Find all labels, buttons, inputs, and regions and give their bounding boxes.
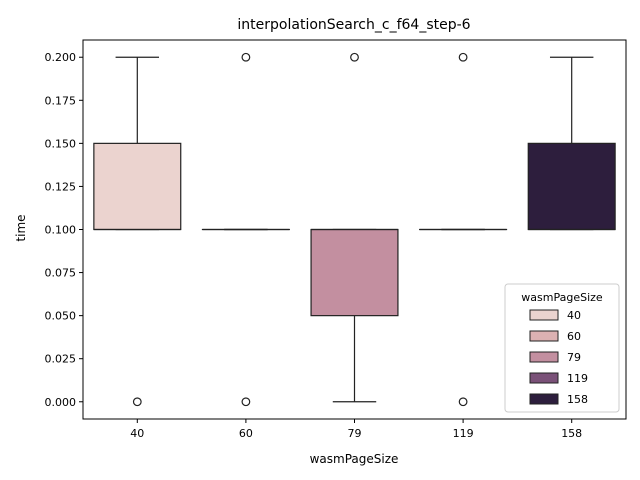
legend-label: 119 (567, 372, 588, 385)
legend-item-158: 158 (529, 393, 588, 406)
legend-item-79: 79 (529, 351, 581, 364)
box-group-158 (527, 56, 616, 231)
x-tick-label: 79 (348, 427, 362, 440)
x-tick-label: 40 (130, 427, 144, 440)
legend-label: 40 (567, 309, 581, 322)
box-40 (93, 142, 182, 231)
y-tick-label: 0.100 (45, 224, 77, 237)
x-tick-label: 119 (453, 427, 474, 440)
axes: 0.000 0.025 0.050 0.075 0.100 0.125 0.150 0.175… (45, 39, 627, 440)
outlier-point (350, 52, 359, 62)
box-group-60 (201, 52, 290, 407)
x-tick-label: 158 (561, 427, 582, 440)
y-tick-label: 0.050 (45, 310, 77, 323)
y-tick-label: 0.000 (45, 396, 77, 409)
outlier-point (458, 52, 468, 62)
y-tick-label: 0.075 (45, 267, 77, 280)
legend-item-40: 40 (529, 309, 581, 322)
legend-swatch (529, 372, 559, 384)
box-group-79 (310, 52, 399, 403)
legend-swatch (529, 309, 559, 321)
chart-title: interpolationSearch_c_f64_step-6 (237, 17, 470, 33)
legend-title: wasmPageSize (521, 291, 603, 304)
box-79 (310, 228, 399, 317)
legend-item-60: 60 (529, 330, 581, 343)
y-axis-label: time (14, 214, 28, 241)
legend-label: 158 (567, 393, 588, 406)
legend-label: 60 (567, 330, 581, 343)
outlier-point (241, 397, 251, 407)
box-group-40 (93, 56, 182, 407)
box-group-119 (419, 52, 508, 407)
legend: wasmPageSize 40 60 79 119 158 (504, 283, 620, 413)
x-axis-label: wasmPageSize (310, 452, 399, 466)
box-158 (527, 142, 616, 231)
outlier-point (132, 397, 142, 407)
outlier-point (458, 397, 468, 407)
y-tick-label: 0.025 (45, 353, 77, 366)
y-tick-label: 0.125 (45, 180, 77, 193)
y-tick-label: 0.150 (45, 137, 77, 150)
legend-swatch (529, 330, 559, 342)
plot-area (93, 52, 616, 407)
y-tick-label: 0.175 (45, 94, 77, 107)
legend-item-119: 119 (529, 372, 588, 385)
legend-swatch (529, 393, 559, 405)
legend-label: 79 (567, 351, 581, 364)
legend-swatch (529, 351, 559, 363)
outlier-point (241, 52, 251, 62)
y-tick-label: 0.200 (45, 51, 77, 64)
x-tick-label: 60 (239, 427, 253, 440)
